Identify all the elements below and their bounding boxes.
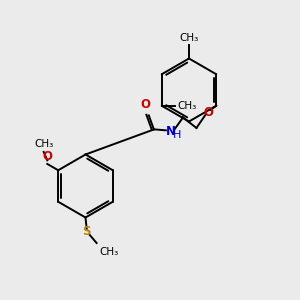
Text: O: O [42,150,52,163]
Text: H: H [173,130,181,140]
Text: O: O [203,106,213,119]
Text: CH₃: CH₃ [100,247,119,257]
Text: CH₃: CH₃ [34,139,53,149]
Text: S: S [82,225,91,239]
Text: O: O [141,98,151,112]
Text: N: N [165,125,176,138]
Text: CH₃: CH₃ [179,33,199,43]
Text: CH₃: CH₃ [177,101,196,111]
